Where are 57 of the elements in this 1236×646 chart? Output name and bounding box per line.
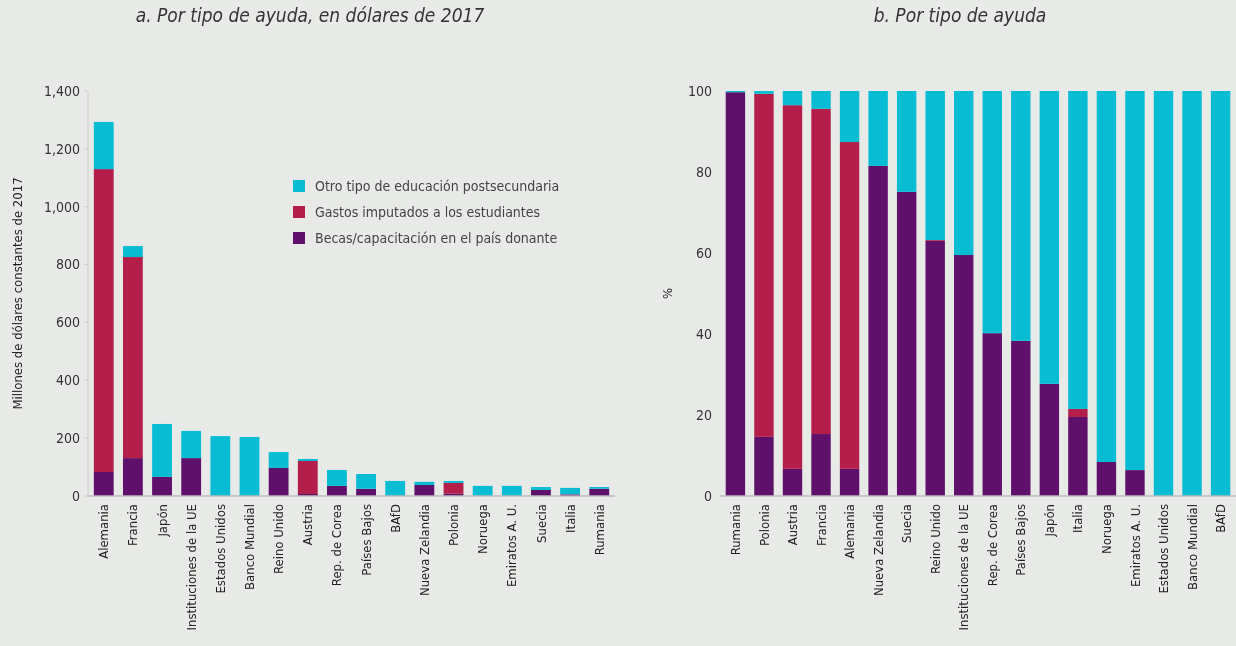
- x-tick-label: Noruega: [475, 504, 491, 554]
- x-tick-label: Reino Unido: [271, 504, 287, 575]
- x-tick-label: Francia: [813, 504, 829, 547]
- x-tick-label: Países Bajos: [358, 504, 374, 576]
- x-tick-label: Rumania: [591, 504, 607, 556]
- x-tick-label: Suecia: [899, 504, 915, 543]
- x-tick-label: Polonia: [446, 504, 462, 546]
- x-tick-label: Estados Unidos: [1156, 504, 1172, 594]
- x-tick-label: Polonia: [756, 504, 772, 546]
- x-tick-label: Banco Mundial: [242, 504, 258, 590]
- y-axis-title: Millones de dólares constantes de 2017: [10, 177, 25, 410]
- x-tick-label: Países Bajos: [1013, 504, 1029, 576]
- x-tick-label: Banco Mundial: [1184, 504, 1200, 590]
- x-tick-label: Nueva Zelandia: [870, 504, 886, 597]
- x-tick-label: Emiratos A. U.: [1127, 504, 1143, 588]
- y-tick-label: 200: [55, 430, 80, 447]
- x-tick-label: Instituciones de la UE: [183, 504, 199, 631]
- x-tick-label: Austria: [785, 504, 801, 546]
- x-tick-label: Noruega: [1098, 504, 1114, 554]
- x-tick-label: Reino Unido: [927, 504, 943, 575]
- x-tick-label: Instituciones de la UE: [956, 504, 972, 631]
- y-tick-label: 1,000: [43, 198, 80, 215]
- chart-title: b. Por tipo de ayuda: [873, 4, 1047, 26]
- y-tick-label: 1,200: [43, 140, 80, 157]
- x-tick-label: Japón: [154, 504, 170, 538]
- x-tick-label: Francia: [125, 504, 141, 547]
- y-tick-label: 40: [695, 325, 712, 342]
- x-tick-label: Japón: [1041, 504, 1057, 538]
- x-tick-label: Emiratos A. U.: [504, 504, 520, 588]
- legend-label: Gastos imputados a los estudiantes: [315, 203, 541, 220]
- x-tick-label: Suecia: [533, 504, 549, 543]
- x-tick-label: Rep. de Corea: [329, 504, 345, 587]
- chart-title: a. Por tipo de ayuda, en dólares de 2017: [135, 4, 485, 26]
- y-tick-label: 0: [71, 487, 80, 504]
- x-tick-label: Alemania: [842, 504, 858, 559]
- x-tick-label: BAfD: [1213, 504, 1229, 533]
- y-tick-label: 400: [55, 372, 80, 389]
- y-axis-title: %: [660, 287, 675, 300]
- x-tick-label: Estados Unidos: [212, 504, 228, 594]
- x-tick-label: Rumania: [727, 504, 743, 556]
- y-tick-label: 20: [695, 406, 712, 423]
- x-tick-label: Italia: [562, 504, 578, 533]
- x-tick-label: Nueva Zelandia: [416, 504, 432, 597]
- y-tick-label: 1,400: [43, 82, 80, 99]
- y-tick-label: 800: [55, 256, 80, 273]
- x-tick-label: Alemania: [96, 504, 112, 559]
- x-tick-label: Rep. de Corea: [984, 504, 1000, 587]
- legend-label: Becas/capacitación en el país donante: [315, 229, 558, 246]
- x-tick-label: BAfD: [387, 504, 403, 533]
- y-tick-label: 80: [695, 163, 712, 180]
- y-tick-label: 600: [55, 314, 80, 331]
- y-tick-label: 60: [695, 244, 712, 261]
- y-tick-label: 100: [687, 82, 712, 99]
- x-tick-label: Austria: [300, 504, 316, 546]
- legend-label: Otro tipo de educación postsecundaria: [315, 177, 560, 194]
- y-tick-label: 0: [703, 487, 712, 504]
- x-tick-label: Italia: [1070, 504, 1086, 533]
